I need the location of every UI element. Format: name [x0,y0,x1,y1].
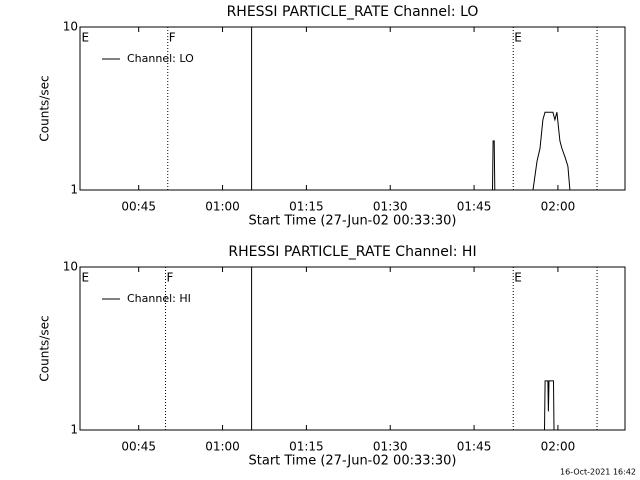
timestamp: 16-Oct-2021 16:42 [560,468,636,477]
x-axis-label: Start Time (27-Jun-02 00:33:30) [249,214,457,229]
x-tick-label: 00:45 [121,440,156,454]
flag-label: F [169,31,176,45]
flag-label: E [514,271,522,285]
plot-frame [79,266,626,431]
x-tick-label: 01:30 [373,200,408,214]
x-tick-label: 02:00 [541,440,576,454]
y-axis-label: Counts/sec [38,315,52,381]
x-tick-label: 02:00 [541,200,576,214]
y-tick-label: 1 [70,423,78,437]
y-tick-label: 10 [63,260,78,274]
plot-frame [79,26,626,191]
chart-title: RHESSI PARTICLE_RATE Channel: LO [227,4,479,20]
y-axis-label: Counts/sec [38,75,52,141]
data-line [492,111,571,191]
chart-title: RHESSI PARTICLE_RATE Channel: HI [228,244,476,260]
x-tick-label: 01:45 [457,200,492,214]
flag-label: E [82,31,90,45]
flag-label: E [82,271,90,285]
y-tick-label: 1 [70,183,78,197]
x-axis-label: Start Time (27-Jun-02 00:33:30) [249,454,457,469]
x-tick-label: 01:15 [289,200,324,214]
x-tick-label: 01:30 [373,440,408,454]
x-tick-label: 01:00 [205,200,240,214]
legend-label: Channel: HI [127,292,191,305]
x-tick-label: 01:45 [457,440,492,454]
data-line [544,380,555,431]
x-tick-label: 01:15 [289,440,324,454]
x-tick-label: 00:45 [121,200,156,214]
y-tick-label: 10 [63,20,78,34]
legend-label: Channel: LO [127,52,194,65]
flag-label: F [167,271,174,285]
x-tick-label: 01:00 [205,440,240,454]
flag-label: E [514,31,522,45]
